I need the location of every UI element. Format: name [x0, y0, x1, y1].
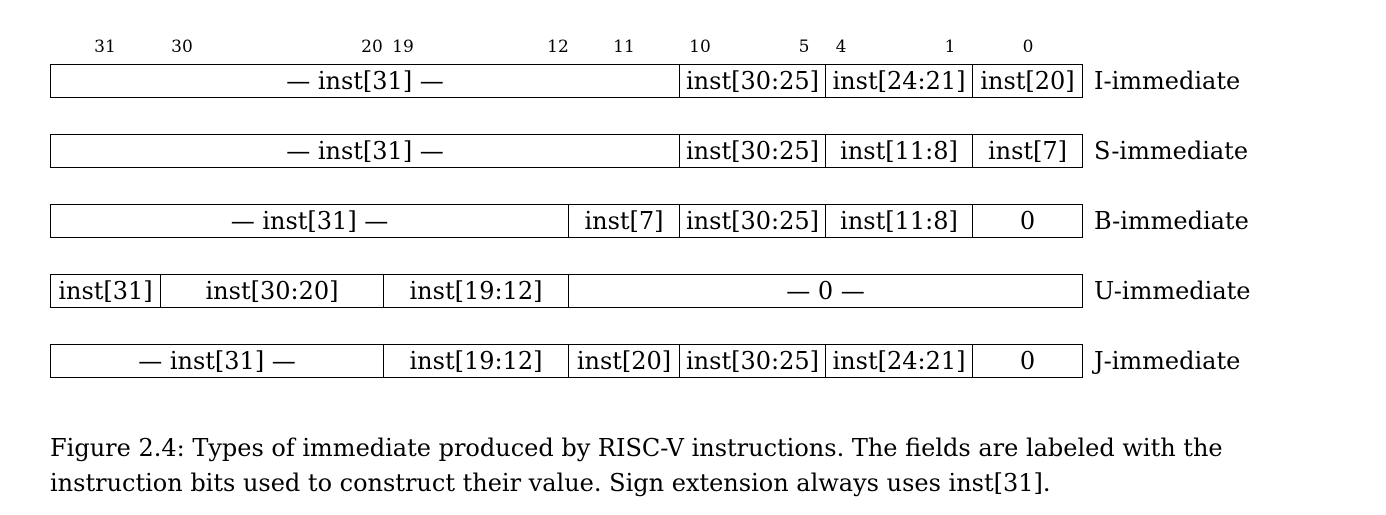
field-cell: — inst[31] — [50, 204, 568, 238]
field-cell: inst[30:20] [160, 274, 383, 308]
bit-number-19: 19 [392, 37, 414, 57]
bit-number-30: 30 [171, 37, 193, 57]
bit-number-0: 0 [1022, 37, 1034, 57]
s-immediate-label: S-immediate [1094, 137, 1249, 165]
field-cell: inst[30:25] [679, 204, 825, 238]
j-immediate-row: — inst[31] — inst[19:12] inst[20] inst[30:2… [50, 344, 1240, 378]
field-cell: — inst[31] — [50, 64, 679, 98]
bit-number-5: 5 [798, 37, 810, 57]
field-cell: inst[20] [568, 344, 679, 378]
field-cell: inst[31] [50, 274, 160, 308]
bit-number-1: 1 [944, 37, 956, 57]
b-immediate-label: B-immediate [1094, 207, 1249, 235]
s-immediate-row: — inst[31] — inst[30:25] inst[11:8] inst[7]… [50, 134, 1248, 168]
i-immediate-row: — inst[31] — inst[30:25] inst[24:21] inst[2… [50, 64, 1240, 98]
field-cell: inst[11:8] [825, 204, 972, 238]
field-cell: inst[20] [972, 64, 1083, 98]
field-cell: inst[30:25] [679, 344, 825, 378]
field-cell: inst[7] [568, 204, 679, 238]
field-cell: inst[30:25] [679, 134, 825, 168]
field-cell: inst[19:12] [383, 274, 568, 308]
field-cell: inst[7] [972, 134, 1083, 168]
j-immediate-label: J-immediate [1094, 347, 1241, 375]
field-cell: 0 [972, 344, 1083, 378]
bit-number-4: 4 [835, 37, 847, 57]
bit-number-20: 20 [361, 37, 383, 57]
bit-number-31: 31 [94, 37, 116, 57]
field-cell: — 0 — [568, 274, 1083, 308]
field-cell: inst[30:25] [679, 64, 825, 98]
u-immediate-row: inst[31] inst[30:20] inst[19:12] — 0 — U-imm… [50, 274, 1251, 308]
field-cell: inst[24:21] [825, 344, 972, 378]
bit-number-10: 10 [689, 37, 711, 57]
u-immediate-label: U-immediate [1094, 277, 1251, 305]
caption-line-2: instruction bits used to construct their… [50, 469, 1051, 497]
field-cell: inst[11:8] [825, 134, 972, 168]
caption-line-1: Figure 2.4: Types of immediate produced … [50, 434, 1223, 462]
field-cell: inst[19:12] [383, 344, 568, 378]
b-immediate-row: — inst[31] — inst[7] inst[30:25] inst[11:8]… [50, 204, 1249, 238]
field-cell: — inst[31] — [50, 344, 383, 378]
field-cell: inst[24:21] [825, 64, 972, 98]
i-immediate-label: I-immediate [1094, 67, 1241, 95]
field-cell: 0 [972, 204, 1083, 238]
bit-number-11: 11 [613, 37, 635, 57]
bit-number-12: 12 [547, 37, 569, 57]
field-cell: — inst[31] — [50, 134, 679, 168]
figure-caption: Figure 2.4: Types of immediate produced … [50, 431, 1270, 501]
